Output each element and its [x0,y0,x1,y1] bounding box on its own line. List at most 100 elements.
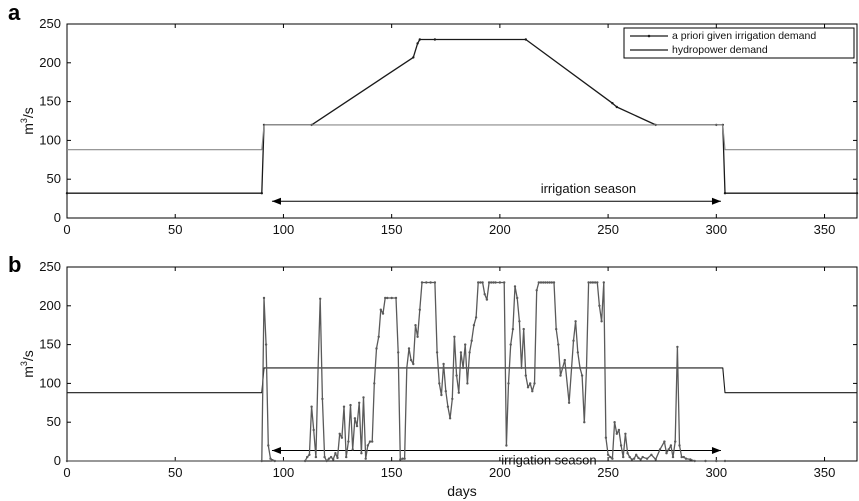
data-point [342,405,346,408]
data-point [472,324,476,327]
season-arrow-right-head [711,447,721,455]
legend-box [623,27,855,59]
data-point [65,192,69,195]
data-point [340,436,344,439]
data-point [529,382,532,385]
data-point [375,347,378,350]
data-point [364,457,367,460]
data-point [704,459,707,463]
x-tick-label: 0 [63,465,70,480]
season-arrow-left-head [271,447,281,455]
panel-b-letter: b [8,252,21,277]
y-tick-label: 200 [39,298,61,313]
data-point [418,308,421,311]
data-point [273,459,276,463]
data-point [455,374,458,377]
y-tick-label: 250 [39,16,61,31]
data-point [260,459,263,463]
data-point [684,457,688,460]
x-tick-label: 350 [814,222,836,237]
data-point [513,285,517,288]
data-point [600,320,603,323]
data-point [418,38,421,41]
data-point [468,351,471,354]
season-arrow-right-head [711,197,721,205]
series-line-hydropower-demand [67,124,857,151]
data-point [386,296,389,300]
data-point [433,38,437,41]
data-point [316,366,320,370]
data-point [470,339,473,342]
y-tick-label: 100 [39,132,61,147]
data-point [457,391,460,394]
data-point [487,281,491,284]
data-point [459,351,463,354]
data-point [490,281,493,284]
data-point [397,351,400,354]
data-point [626,452,629,455]
data-point [628,455,631,459]
data-point [379,308,382,311]
x-tick-label: 250 [597,222,619,237]
data-point [264,343,268,346]
legend-label-hydropower: hydropower demand [672,44,768,56]
data-point [481,281,484,284]
data-point [262,296,266,300]
y-tick-label: 250 [39,259,61,274]
data-point [269,457,272,460]
data-point [548,281,551,284]
data-point [609,455,612,459]
panel-a-season-arrow: irrigation season [271,181,721,205]
data-point [433,281,437,284]
data-point [416,42,419,45]
data-point [336,456,339,460]
data-point [641,455,644,459]
data-point [358,401,361,404]
data-point [377,335,380,338]
data-point [635,453,638,456]
panel-a-y-axis-label: m3/s [19,107,36,135]
data-point [723,192,727,195]
data-point [602,281,605,284]
panel-b-axes: 0 50 100 150 200 250 300 350 0 50 100 150 200 250 [39,259,857,480]
data-point [855,192,859,195]
data-point [338,432,341,435]
data-point [438,382,441,385]
data-point [591,281,595,284]
data-point [345,455,348,459]
legend-label-irrigation: a priori given irrigation demand [672,30,816,42]
data-point [314,455,318,459]
data-point [542,281,545,284]
data-point [578,366,582,370]
data-point [412,362,415,366]
data-point [615,105,618,109]
data-point [451,397,454,401]
data-point [674,440,677,443]
data-point [303,459,307,463]
data-point [689,458,692,461]
x-tick-label: 300 [705,222,727,237]
x-tick-label: 350 [814,465,836,480]
data-point [576,351,579,354]
data-point [271,459,274,462]
data-point [405,366,408,370]
data-point [598,304,601,307]
series-line-a-priori-given-irrigation-demand [67,38,857,194]
data-point [632,457,636,460]
data-point [511,327,515,331]
data-point [658,448,662,451]
data-point [412,56,415,59]
data-point [327,457,331,460]
x-tick-label: 0 [63,222,70,237]
data-point [546,281,549,284]
data-point [368,440,372,443]
data-point [366,444,369,447]
data-point [645,457,649,460]
data-point [544,281,547,284]
data-point [355,424,359,428]
data-point [444,390,447,393]
data-point [630,458,634,461]
data-point [611,457,614,460]
data-point [371,440,374,443]
